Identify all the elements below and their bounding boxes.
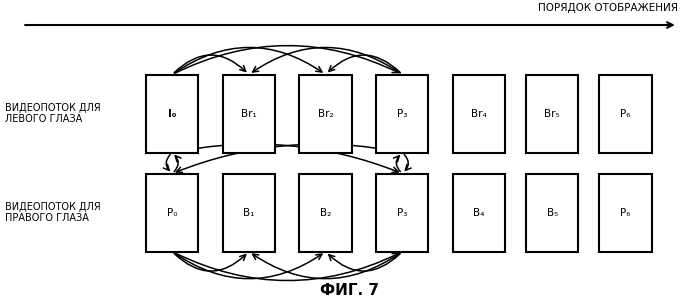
FancyBboxPatch shape — [453, 173, 505, 252]
Text: ВИДЕОПОТОК ДЛЯ
ПРАВОГО ГЛАЗА: ВИДЕОПОТОК ДЛЯ ПРАВОГО ГЛАЗА — [5, 202, 101, 223]
Text: Br₄: Br₄ — [471, 109, 487, 119]
Text: B₂: B₂ — [320, 208, 331, 218]
Text: P₆: P₆ — [620, 208, 631, 218]
Text: P₃: P₃ — [397, 208, 407, 218]
FancyBboxPatch shape — [526, 173, 578, 252]
FancyBboxPatch shape — [223, 173, 275, 252]
FancyBboxPatch shape — [453, 75, 505, 153]
Text: I₀: I₀ — [168, 109, 176, 119]
FancyBboxPatch shape — [146, 173, 198, 252]
Text: Br₅: Br₅ — [545, 109, 560, 119]
FancyBboxPatch shape — [223, 75, 275, 153]
FancyBboxPatch shape — [146, 75, 198, 153]
FancyBboxPatch shape — [376, 75, 428, 153]
FancyBboxPatch shape — [526, 75, 578, 153]
Text: Br₂: Br₂ — [318, 109, 333, 119]
Text: B₁: B₁ — [243, 208, 255, 218]
FancyBboxPatch shape — [599, 75, 652, 153]
Text: P₃: P₃ — [397, 109, 407, 119]
Text: ПОРЯДОК ОТОБРАЖЕНИЯ: ПОРЯДОК ОТОБРАЖЕНИЯ — [538, 3, 678, 13]
Text: Br₁: Br₁ — [241, 109, 257, 119]
Text: B₄: B₄ — [473, 208, 484, 218]
FancyBboxPatch shape — [300, 173, 351, 252]
Text: ВИДЕОПОТОК ДЛЯ
ЛЕВОГО ГЛАЗА: ВИДЕОПОТОК ДЛЯ ЛЕВОГО ГЛАЗА — [5, 103, 101, 124]
Text: P₀: P₀ — [167, 208, 178, 218]
Text: ФИГ. 7: ФИГ. 7 — [321, 283, 379, 298]
FancyBboxPatch shape — [300, 75, 351, 153]
Text: P₆: P₆ — [620, 109, 631, 119]
Text: B₅: B₅ — [547, 208, 558, 218]
FancyBboxPatch shape — [599, 173, 652, 252]
FancyBboxPatch shape — [376, 173, 428, 252]
